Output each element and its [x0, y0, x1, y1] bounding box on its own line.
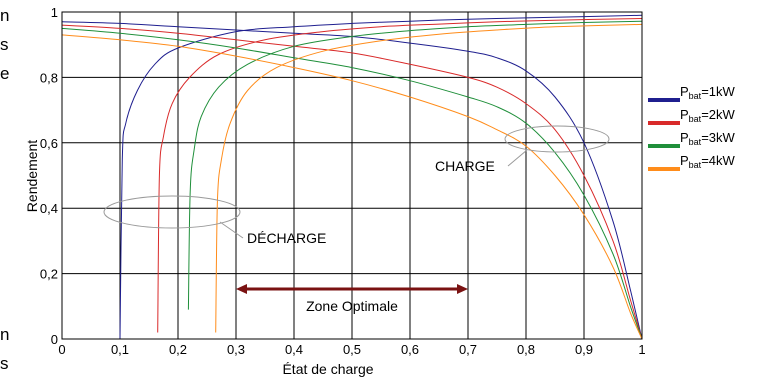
- legend-item: Pbat=1kW: [648, 84, 736, 102]
- y-axis-label: Rendement: [24, 140, 40, 212]
- x-tick-label: 0: [58, 342, 65, 357]
- y-tick-label: 1: [51, 5, 58, 20]
- x-tick-label: 0,8: [517, 342, 535, 357]
- x-tick-label: 0,5: [343, 342, 361, 357]
- strip-char: e: [0, 64, 10, 83]
- y-tick-label: 0,2: [40, 267, 58, 282]
- x-tick-label: 0,4: [285, 342, 303, 357]
- series-2-charge-line: [62, 24, 642, 339]
- charge-label: CHARGE: [435, 158, 495, 174]
- series-1-decharge-line: [119, 14, 642, 339]
- x-tick-labels: 0 0,1 0,2 0,3 0,4 0,5 0,6 0,7 0,8 0,9 1: [58, 342, 645, 357]
- legend-item: Pbat=3kW: [648, 130, 736, 148]
- series-4-decharge-line: [215, 23, 642, 333]
- strip-char: s: [0, 35, 9, 54]
- x-tick-label: 0,2: [169, 342, 187, 357]
- series-3-charge-line: [62, 27, 642, 339]
- zone-arrow-left-head: [236, 284, 247, 294]
- zone-label: Zone Optimale: [306, 298, 398, 314]
- x-tick-label: 1: [638, 342, 645, 357]
- x-axis-label: État de charge: [282, 361, 373, 377]
- zone-optimale-arrow: [236, 284, 468, 294]
- legend-label: Pbat=4kW: [680, 153, 736, 170]
- series-3-decharge-line: [187, 20, 642, 310]
- plot-frame: [61, 11, 643, 340]
- y-tick-label: 0: [51, 332, 58, 347]
- x-tick-label: 0,6: [401, 342, 419, 357]
- charge-leader: [507, 149, 528, 167]
- strip-char: s: [0, 354, 9, 373]
- decharge-label: DÉCHARGE: [247, 230, 326, 246]
- y-tick-labels: 0 0,2 0,4 0,6 0,8 1: [40, 5, 58, 347]
- strip-char: n: [0, 325, 10, 344]
- series-2-decharge-line: [157, 18, 642, 333]
- y-tick-label: 0,6: [40, 136, 58, 151]
- series-1-charge-line: [62, 21, 642, 339]
- series-layer: [62, 14, 642, 339]
- charge-ellipse: [504, 125, 610, 153]
- zone-arrow-right-head: [457, 284, 468, 294]
- legend-label: Pbat=2kW: [680, 107, 736, 124]
- strip-char: n: [0, 6, 10, 25]
- legend: Pbat=1kW Pbat=2kW Pbat=3kW Pbat=4kW: [648, 84, 736, 171]
- x-tick-label: 0,3: [227, 342, 245, 357]
- x-tick-label: 0,7: [459, 342, 477, 357]
- y-tick-label: 0,4: [40, 201, 58, 216]
- decharge-leader: [219, 221, 244, 239]
- series-4-charge-line: [62, 34, 642, 339]
- legend-item: Pbat=2kW: [648, 107, 736, 125]
- legend-item: Pbat=4kW: [648, 153, 736, 171]
- x-tick-label: 0,1: [111, 342, 129, 357]
- x-tick-label: 0,9: [575, 342, 593, 357]
- y-tick-label: 0,8: [40, 70, 58, 85]
- legend-label: Pbat=1kW: [680, 84, 736, 101]
- decharge-ellipse: [103, 195, 241, 229]
- legend-label: Pbat=3kW: [680, 130, 736, 147]
